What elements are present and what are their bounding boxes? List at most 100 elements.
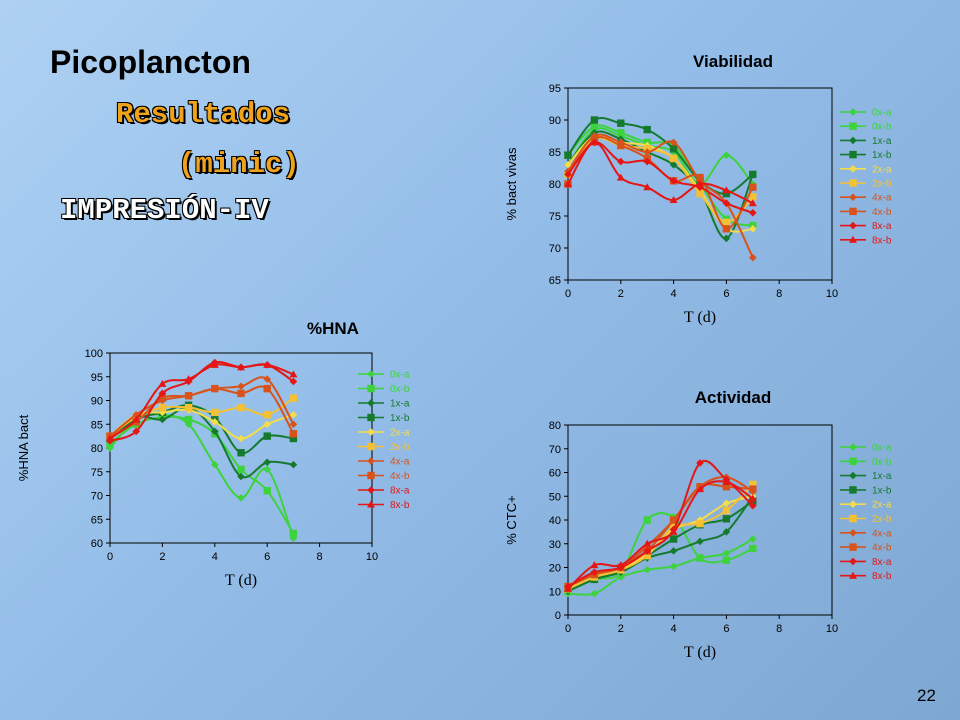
y-tick-label: 50 [549, 491, 561, 503]
y-tick-label: 80 [91, 443, 103, 455]
legend-label: 0x-b [872, 122, 892, 133]
legend-item: 2x-a [358, 428, 410, 439]
data-point [263, 420, 271, 429]
data-point [289, 420, 298, 429]
legend-label: 2x-a [872, 164, 892, 175]
data-point [696, 485, 704, 493]
legend-label: 4x-a [872, 193, 892, 204]
legend-item: 8x-b [358, 500, 410, 511]
y-tick-label: 65 [91, 514, 103, 526]
legend-swatch-marker [367, 457, 375, 465]
legend-item: 4x-a [840, 528, 892, 539]
data-point [237, 449, 245, 457]
y-tick-label: 70 [91, 491, 103, 503]
data-point [749, 501, 757, 510]
legend-label: 1x-a [872, 136, 892, 147]
data-point [263, 487, 271, 495]
legend-label: 4x-a [390, 457, 410, 468]
legend-item: 2x-a [840, 164, 892, 175]
data-point [158, 415, 167, 424]
series-8x-a [564, 459, 757, 591]
y-tick-label: 85 [91, 419, 103, 431]
legend-item: 4x-a [358, 457, 410, 468]
data-point [237, 363, 245, 371]
legend-item: 2x-b [840, 514, 892, 525]
data-point [669, 138, 678, 147]
chart-title: %HNA [307, 319, 359, 338]
legend-item: 0x-a [840, 443, 892, 454]
y-tick-label: 10 [549, 586, 561, 598]
legend-item: 1x-b [840, 150, 892, 161]
legend-swatch-marker [849, 122, 857, 130]
series-line [567, 480, 754, 590]
legend-item: 4x-b [840, 207, 892, 218]
legend-item: 0x-a [840, 108, 892, 119]
legend-swatch-marker [849, 108, 857, 116]
data-point [289, 370, 298, 378]
data-point [722, 506, 731, 515]
data-point [749, 544, 757, 553]
legend-label: 8x-b [872, 571, 892, 582]
data-point [158, 389, 167, 398]
legend-swatch-marker [367, 500, 375, 508]
data-point [722, 234, 731, 243]
data-point [722, 515, 731, 523]
x-tick-label: 4 [671, 623, 677, 635]
x-tick-label: 6 [723, 288, 729, 300]
legend-swatch-marker [849, 543, 857, 551]
x-tick-label: 0 [565, 288, 571, 300]
legend-label: 4x-b [872, 543, 892, 554]
legend-label: 1x-a [390, 399, 410, 410]
legend-swatch-marker [367, 471, 375, 480]
y-tick-label: 65 [549, 275, 561, 287]
legend-item: 1x-b [840, 485, 892, 496]
legend-swatch-marker [849, 193, 857, 201]
legend-label: 2x-b [390, 442, 410, 453]
data-point [564, 180, 572, 187]
data-point [749, 183, 757, 191]
legend-item: 4x-b [358, 471, 410, 482]
legend-item: 4x-b [840, 543, 892, 554]
y-tick-label: 90 [549, 115, 561, 127]
data-point [158, 379, 167, 387]
legend-item: 8x-a [840, 557, 892, 568]
legend-swatch-marker [849, 500, 857, 508]
x-tick-label: 4 [671, 288, 677, 300]
subtitle-minic: (minic) [178, 148, 300, 181]
data-point [289, 394, 298, 402]
legend-label: 4x-b [390, 471, 410, 482]
legend-label: 1x-b [872, 485, 892, 496]
legend-item: 8x-a [358, 486, 410, 497]
legend-item: 8x-b [840, 571, 892, 582]
legend-item: 1x-a [840, 471, 892, 482]
data-point [263, 465, 271, 474]
data-point [696, 189, 704, 198]
y-tick-label: 80 [549, 179, 561, 191]
legend-swatch-marker [849, 486, 857, 494]
legend-swatch-marker [367, 442, 375, 451]
data-point [289, 377, 298, 386]
legend-item: 2x-b [840, 179, 892, 190]
data-point [696, 519, 704, 528]
data-point [748, 494, 757, 502]
legend: 0x-a 0x-b 1x-a 1x-b 2x-a 2x-b 4x-a 4x-b 8x-a 8x-b [840, 108, 892, 246]
data-point [263, 360, 272, 368]
legend-label: 4x-b [872, 207, 892, 218]
actividad-chart: Actividad 0 10 20 30 40 50 60 70 80 0 2 4 6 8 10 T (d) % … [504, 388, 892, 661]
y-axis-label: % CTC+ [504, 495, 519, 544]
data-point [590, 122, 599, 131]
data-point [616, 173, 625, 181]
legend-swatch-marker [367, 370, 375, 378]
data-point [669, 562, 678, 571]
y-tick-label: 75 [91, 467, 103, 479]
x-tick-label: 10 [366, 551, 378, 563]
x-tick-label: 8 [776, 288, 782, 300]
x-tick-label: 2 [618, 623, 624, 635]
data-point [722, 186, 731, 194]
x-tick-label: 8 [776, 623, 782, 635]
x-tick-label: 2 [159, 551, 165, 563]
legend-item: 2x-a [840, 500, 892, 511]
data-point [643, 157, 651, 166]
x-tick-label: 0 [107, 551, 113, 563]
data-point [237, 434, 245, 443]
